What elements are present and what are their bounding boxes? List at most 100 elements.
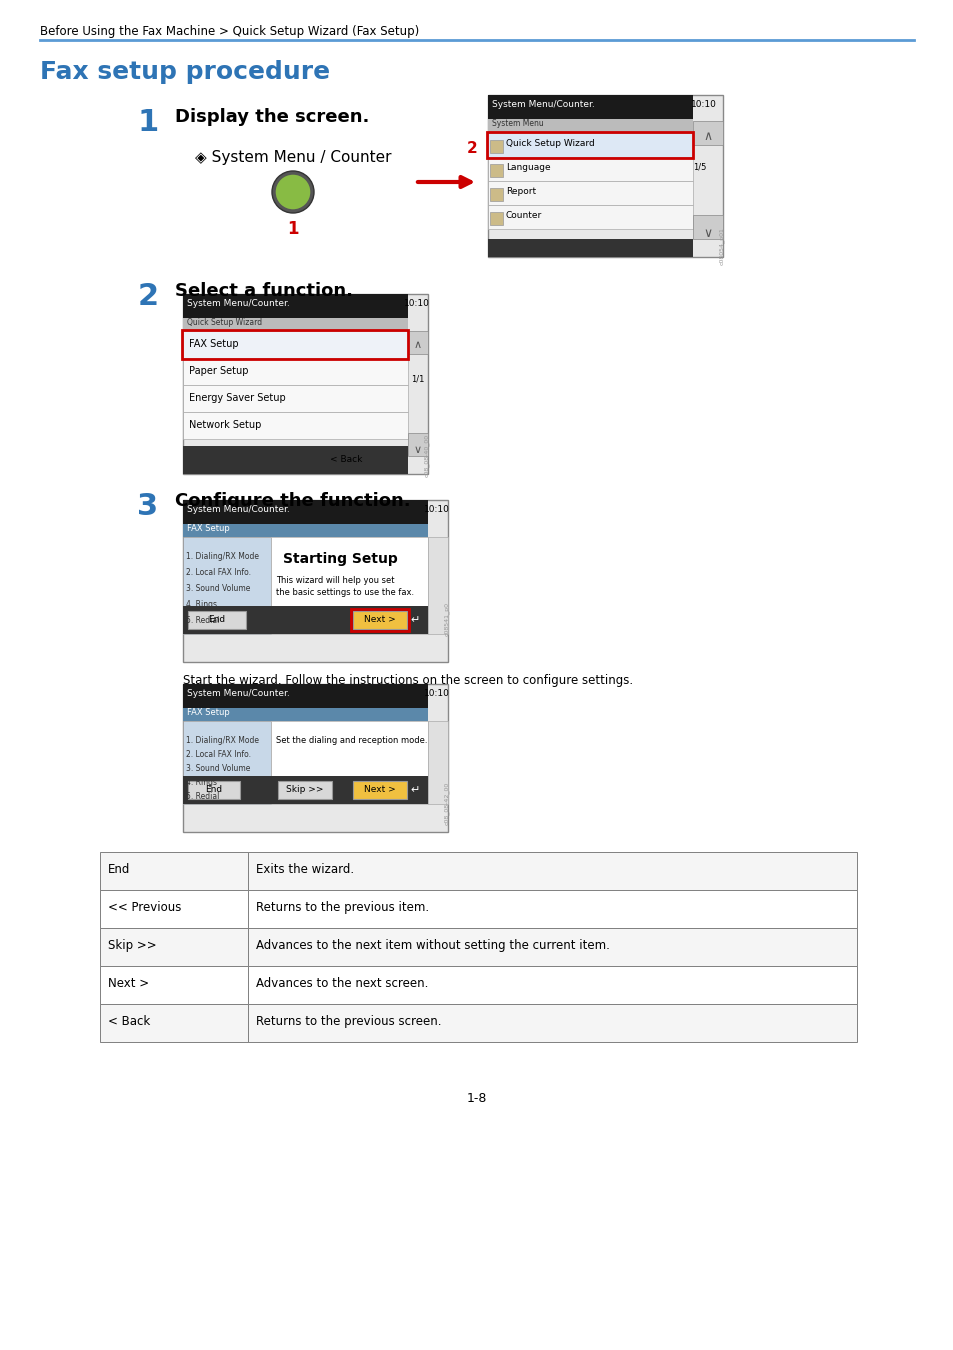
- Text: ∨: ∨: [414, 446, 421, 455]
- Bar: [100, 967, 248, 1004]
- Bar: [183, 319, 408, 331]
- Bar: [488, 134, 692, 157]
- Text: Next >: Next >: [364, 786, 395, 795]
- Bar: [183, 537, 271, 634]
- Bar: [183, 606, 428, 634]
- Text: ↵: ↵: [410, 784, 419, 795]
- Bar: [428, 537, 448, 634]
- Text: Skip >>: Skip >>: [286, 786, 323, 795]
- Text: FAX Setup: FAX Setup: [189, 339, 238, 350]
- Text: End: End: [205, 786, 222, 795]
- Bar: [408, 433, 428, 456]
- Bar: [490, 188, 502, 201]
- Text: 1/1: 1/1: [411, 374, 424, 383]
- Bar: [490, 140, 502, 153]
- Text: 3: 3: [137, 491, 158, 521]
- Circle shape: [272, 171, 314, 213]
- Text: < Back: < Back: [330, 455, 362, 463]
- Text: 2: 2: [466, 140, 476, 157]
- Text: Report: Report: [505, 188, 536, 196]
- Text: Quick Setup Wizard: Quick Setup Wizard: [187, 319, 262, 327]
- Bar: [428, 721, 448, 805]
- Text: 2: 2: [137, 282, 158, 310]
- Bar: [248, 852, 856, 890]
- Bar: [183, 412, 408, 439]
- Bar: [100, 1004, 248, 1042]
- Text: 2. Local FAX Info.: 2. Local FAX Info.: [186, 568, 251, 576]
- Bar: [183, 358, 408, 385]
- Text: Advances to the next screen.: Advances to the next screen.: [255, 977, 428, 990]
- Text: 1: 1: [287, 220, 298, 238]
- Text: ↵: ↵: [410, 616, 419, 625]
- Bar: [351, 609, 409, 630]
- Bar: [183, 776, 428, 805]
- Text: Start the wizard. Follow the instructions on the screen to configure settings.: Start the wizard. Follow the instruction…: [183, 674, 633, 687]
- Bar: [490, 212, 502, 225]
- Text: 4. Rings: 4. Rings: [186, 599, 216, 609]
- Text: Language: Language: [505, 163, 550, 171]
- Bar: [188, 612, 246, 629]
- Text: ∧: ∧: [702, 130, 712, 143]
- Bar: [692, 215, 722, 239]
- Bar: [183, 684, 428, 707]
- Circle shape: [274, 174, 311, 211]
- Text: This wizard will help you set: This wizard will help you set: [275, 576, 395, 585]
- Bar: [488, 205, 692, 230]
- Text: 1. Dialing/RX Mode: 1. Dialing/RX Mode: [186, 736, 258, 745]
- Bar: [183, 684, 448, 832]
- Text: Quick Setup Wizard: Quick Setup Wizard: [505, 139, 594, 148]
- Text: System Menu/Counter.: System Menu/Counter.: [492, 100, 594, 109]
- Text: c08541_p0: c08541_p0: [443, 602, 449, 636]
- Text: Next >: Next >: [364, 616, 395, 625]
- Text: c08_08-40_00: c08_08-40_00: [423, 433, 429, 477]
- Bar: [488, 181, 692, 205]
- Bar: [353, 782, 407, 799]
- Bar: [488, 239, 692, 256]
- Text: ∧: ∧: [414, 340, 421, 350]
- Text: ∨: ∨: [702, 227, 712, 240]
- Text: FAX Setup: FAX Setup: [187, 707, 230, 717]
- Bar: [100, 852, 248, 890]
- Bar: [271, 537, 428, 634]
- Bar: [248, 1004, 856, 1042]
- Text: Returns to the previous item.: Returns to the previous item.: [255, 900, 429, 914]
- Text: Advances to the next item without setting the current item.: Advances to the next item without settin…: [255, 940, 609, 952]
- Bar: [314, 450, 376, 468]
- Bar: [271, 721, 428, 805]
- Text: 10:10: 10:10: [423, 505, 450, 514]
- Bar: [248, 967, 856, 1004]
- Text: 1. Dialing/RX Mode: 1. Dialing/RX Mode: [186, 552, 258, 562]
- Bar: [488, 157, 692, 181]
- Bar: [183, 524, 428, 537]
- Text: < Back: < Back: [108, 1015, 150, 1027]
- Text: System Menu: System Menu: [492, 119, 543, 128]
- Bar: [182, 329, 408, 359]
- Bar: [490, 163, 502, 177]
- Text: 10:10: 10:10: [690, 100, 716, 109]
- Bar: [277, 782, 332, 799]
- Text: End: End: [208, 616, 225, 625]
- Text: ◈ System Menu / Counter: ◈ System Menu / Counter: [194, 150, 391, 165]
- Text: System Menu/Counter.: System Menu/Counter.: [187, 298, 290, 308]
- Text: 3. Sound Volume: 3. Sound Volume: [186, 764, 250, 774]
- Bar: [100, 890, 248, 927]
- Text: Configure the function.: Configure the function.: [174, 491, 410, 510]
- Text: 3. Sound Volume: 3. Sound Volume: [186, 585, 250, 593]
- Text: Network Setup: Network Setup: [189, 420, 261, 431]
- Bar: [183, 294, 428, 474]
- Text: System Menu/Counter.: System Menu/Counter.: [187, 688, 290, 698]
- Text: Before Using the Fax Machine > Quick Setup Wizard (Fax Setup): Before Using the Fax Machine > Quick Set…: [40, 26, 418, 38]
- Text: Fax setup procedure: Fax setup procedure: [40, 59, 330, 84]
- FancyArrowPatch shape: [417, 177, 470, 188]
- Bar: [183, 707, 428, 721]
- Text: 10:10: 10:10: [423, 688, 450, 698]
- Bar: [183, 294, 408, 319]
- Text: Select a function.: Select a function.: [174, 282, 353, 300]
- Bar: [183, 500, 448, 662]
- Bar: [248, 927, 856, 967]
- Text: c08054_p01: c08054_p01: [719, 227, 724, 265]
- Text: 1: 1: [137, 108, 158, 136]
- Text: Next >: Next >: [108, 977, 149, 990]
- Text: << Previous: << Previous: [108, 900, 181, 914]
- Bar: [188, 782, 240, 799]
